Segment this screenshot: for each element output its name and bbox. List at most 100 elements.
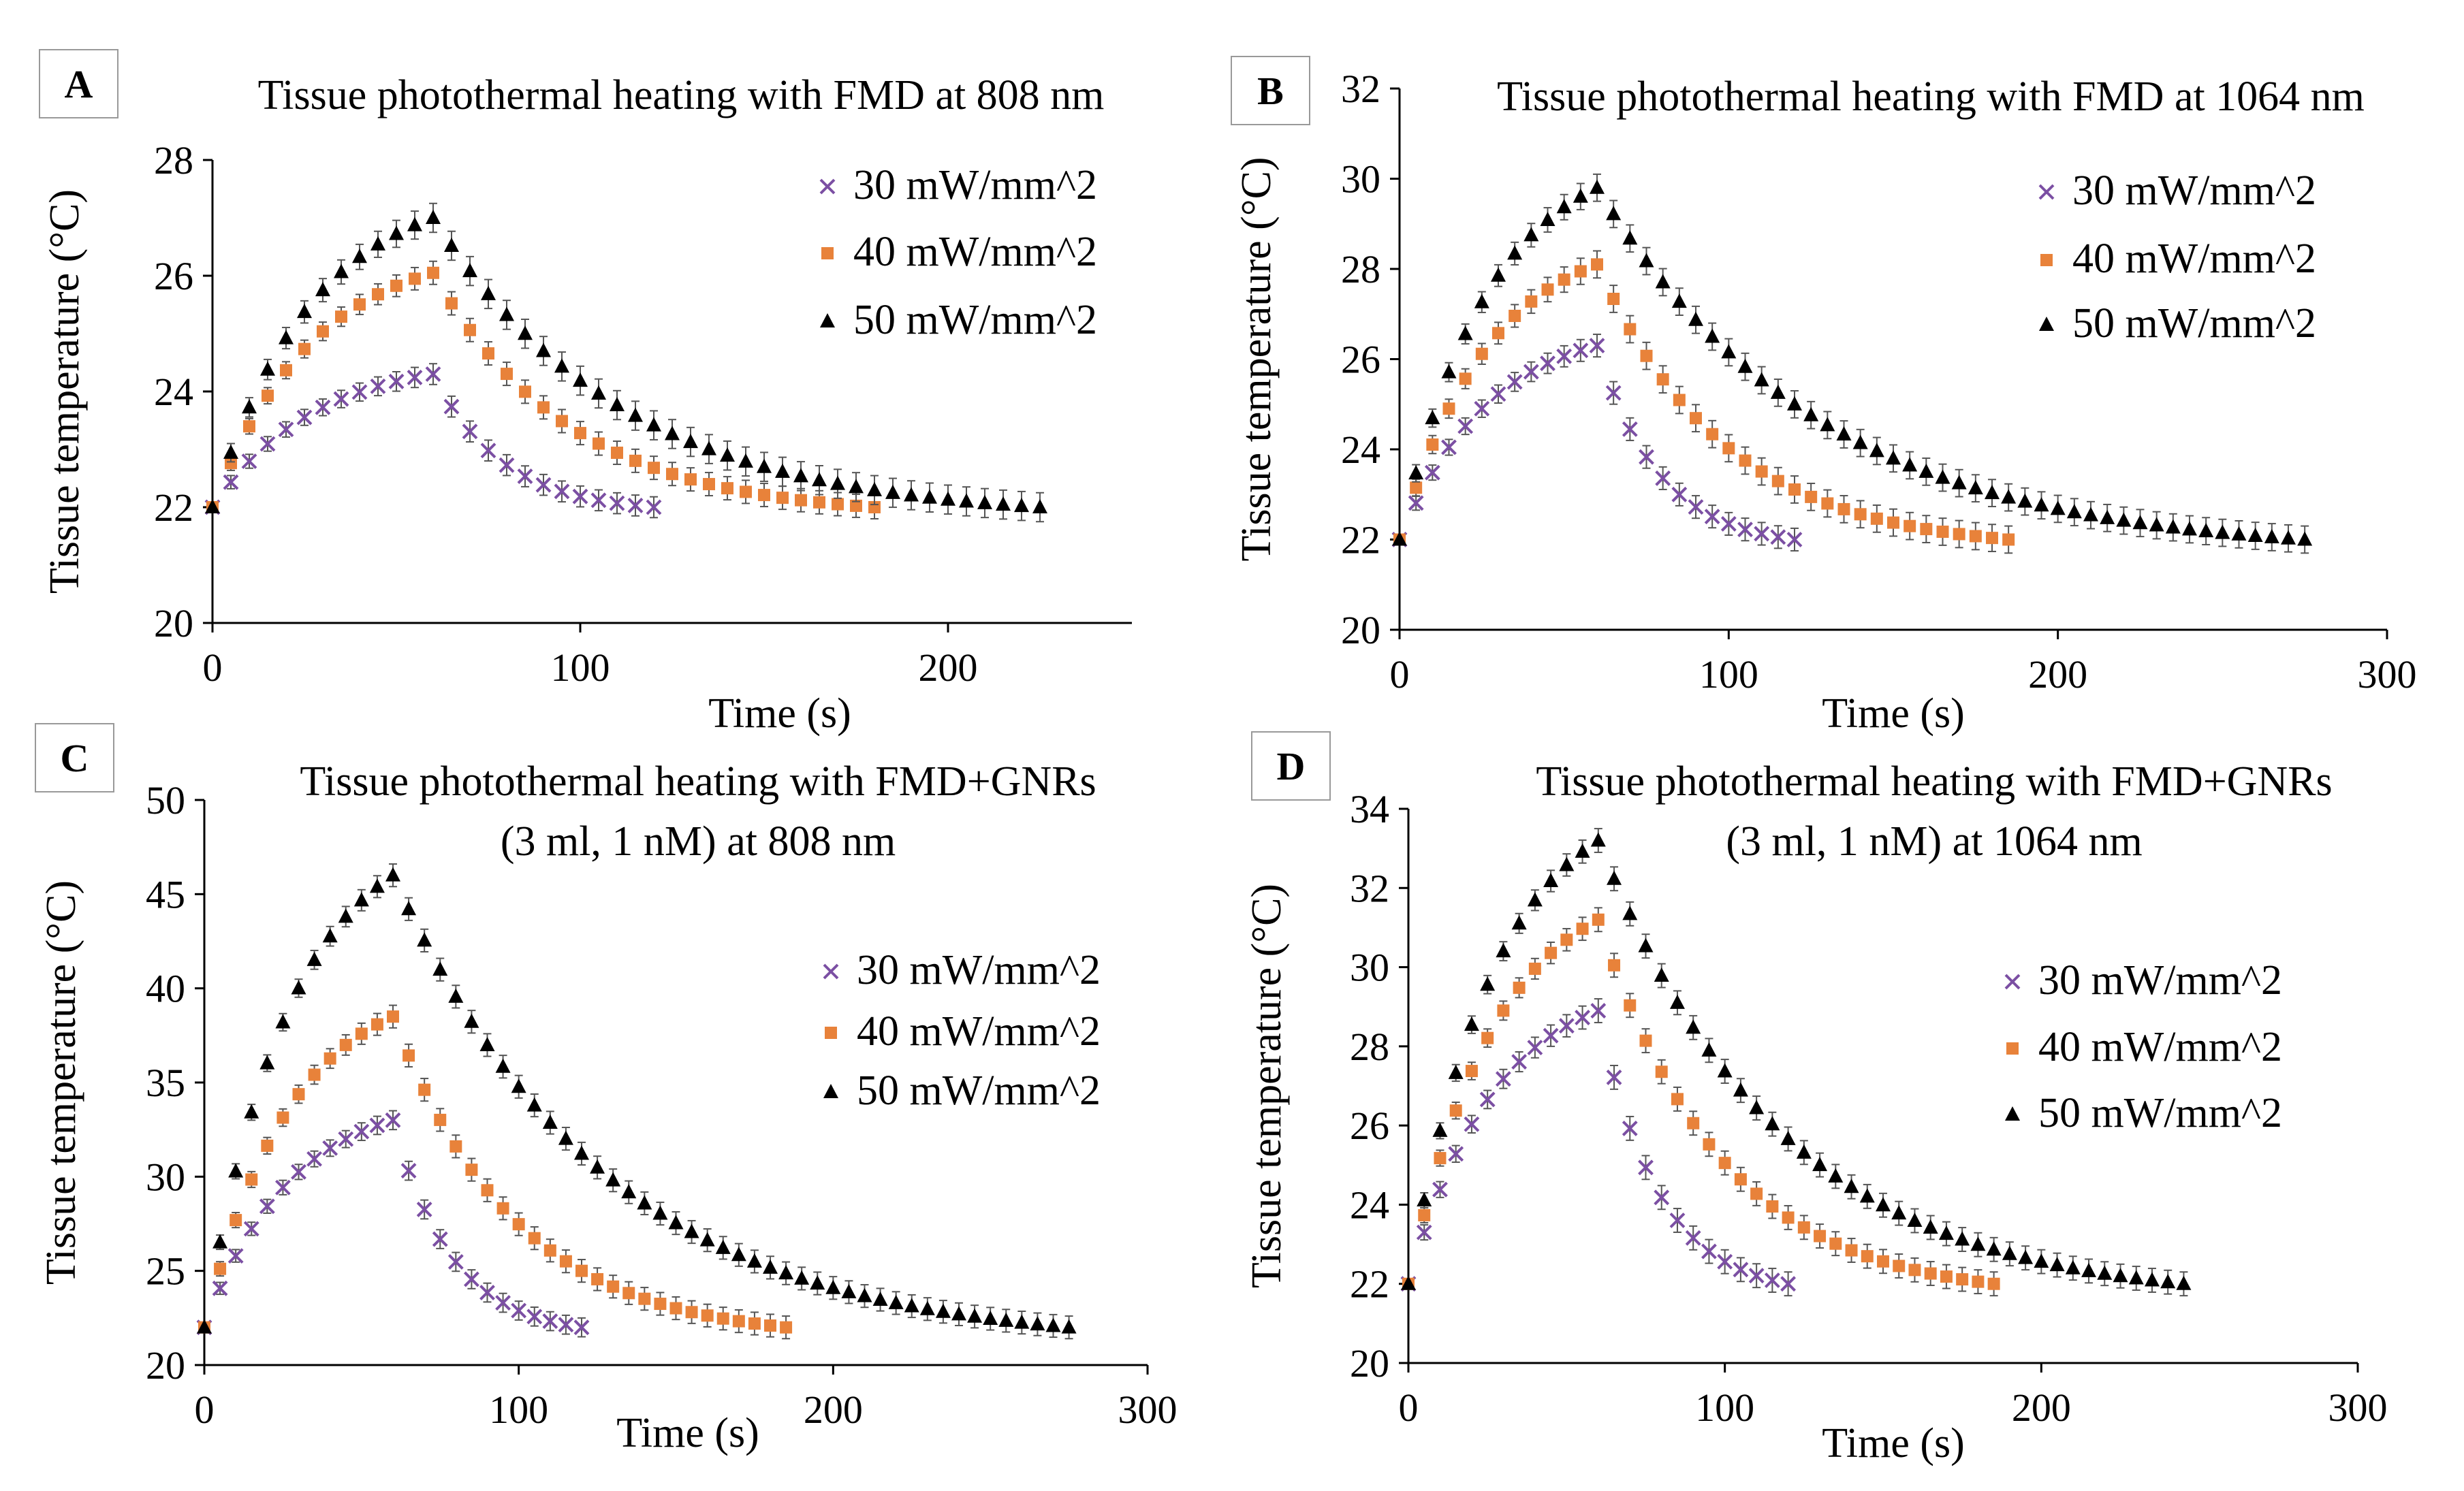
y-tick-label: 26 <box>1341 338 1380 382</box>
data-point <box>683 434 698 449</box>
data-point <box>1540 211 1555 226</box>
y-axis-label: Tissue temperature (°C) <box>38 880 84 1285</box>
data-point <box>810 1275 825 1290</box>
legend-label: 50 mW/mm^2 <box>2038 1090 2282 1136</box>
data-point <box>795 494 807 507</box>
data-point <box>2049 1257 2065 1272</box>
data-point <box>407 217 422 231</box>
data-point <box>315 399 331 415</box>
data-point <box>904 1298 919 1313</box>
data-point <box>1893 1260 1906 1272</box>
data-point <box>223 444 238 459</box>
series-x <box>196 1110 590 1338</box>
data-point <box>775 463 790 478</box>
data-point <box>1442 402 1455 415</box>
data-point <box>370 1018 383 1031</box>
data-point <box>1558 1018 1575 1034</box>
x-tick-label: 200 <box>2012 1385 2071 1430</box>
chart-title-line: Tissue photothermal heating with FMD+GNR… <box>300 758 1096 805</box>
x-tick-label: 100 <box>489 1388 548 1432</box>
data-point <box>1737 358 1753 373</box>
data-point <box>306 1151 322 1167</box>
data-point <box>885 484 900 499</box>
data-point <box>1972 1275 1985 1288</box>
data-point <box>1787 396 1802 411</box>
x-tick-label: 200 <box>804 1388 863 1432</box>
data-point <box>1703 1138 1716 1151</box>
data-point <box>1543 1027 1559 1044</box>
data-point <box>2018 1249 2034 1264</box>
data-point <box>1527 1040 1543 1056</box>
data-point <box>646 499 662 515</box>
data-point <box>1985 485 2000 500</box>
data-point <box>205 499 220 513</box>
data-point <box>335 310 347 323</box>
data-point <box>1507 245 1523 260</box>
x-tick-label: 0 <box>195 1388 215 1432</box>
data-point <box>1734 1173 1747 1186</box>
data-point <box>2065 1260 2081 1274</box>
data-point <box>259 1055 275 1070</box>
data-point <box>922 489 937 504</box>
data-point <box>812 472 827 487</box>
data-point <box>888 1294 904 1309</box>
data-point <box>482 347 494 360</box>
data-point <box>2002 1245 2017 1260</box>
data-point <box>1622 905 1638 920</box>
data-point <box>1821 497 1834 510</box>
data-point <box>780 1321 793 1334</box>
legend-marker-triangle <box>2039 317 2054 331</box>
data-point <box>353 298 366 311</box>
data-point <box>654 1298 667 1311</box>
data-point <box>1655 274 1671 289</box>
data-point <box>1525 295 1538 308</box>
data-point <box>857 1287 872 1302</box>
data-point <box>1622 1120 1638 1136</box>
data-point <box>720 447 735 462</box>
data-point <box>1820 417 1835 432</box>
data-point <box>1705 328 1720 343</box>
y-tick-label: 30 <box>146 1155 185 1199</box>
data-point <box>537 401 550 414</box>
data-point <box>2160 1274 2176 1289</box>
data-point <box>462 263 477 278</box>
data-point <box>427 266 439 279</box>
y-tick-label: 24 <box>154 370 193 414</box>
data-point <box>1014 498 1029 513</box>
data-point <box>1721 344 1737 359</box>
data-point <box>353 1123 370 1140</box>
data-point <box>447 1253 464 1270</box>
data-point <box>2144 1272 2160 1287</box>
data-point <box>977 494 992 509</box>
data-point <box>716 1312 729 1325</box>
data-point <box>536 342 551 357</box>
data-point <box>2165 519 2181 534</box>
data-point <box>699 1232 715 1247</box>
data-point <box>967 1308 983 1323</box>
data-point <box>402 1049 415 1062</box>
series-x <box>1391 334 1803 552</box>
x-tick-label: 200 <box>919 645 978 690</box>
data-point <box>1511 915 1527 930</box>
series-square <box>1393 250 2015 554</box>
data-point <box>297 304 312 319</box>
data-point <box>573 372 588 387</box>
y-tick-label: 20 <box>146 1343 185 1388</box>
data-point <box>652 1205 668 1220</box>
y-axis-label: Tissue temperature (°C) <box>1244 884 1290 1288</box>
data-point <box>462 423 478 440</box>
data-point <box>1956 1273 1969 1286</box>
y-tick-label: 22 <box>154 485 193 530</box>
data-point <box>292 1088 305 1101</box>
y-tick-label: 20 <box>1341 608 1380 652</box>
y-tick-label: 45 <box>146 872 185 916</box>
data-point <box>400 1163 417 1179</box>
data-point <box>1869 443 1884 458</box>
data-point <box>2264 528 2279 543</box>
data-point <box>685 1306 698 1319</box>
data-point <box>1861 1250 1874 1263</box>
data-point <box>1754 372 1769 387</box>
x-tick-label: 100 <box>1699 652 1758 696</box>
data-point <box>479 1036 495 1051</box>
data-point <box>1704 509 1720 525</box>
